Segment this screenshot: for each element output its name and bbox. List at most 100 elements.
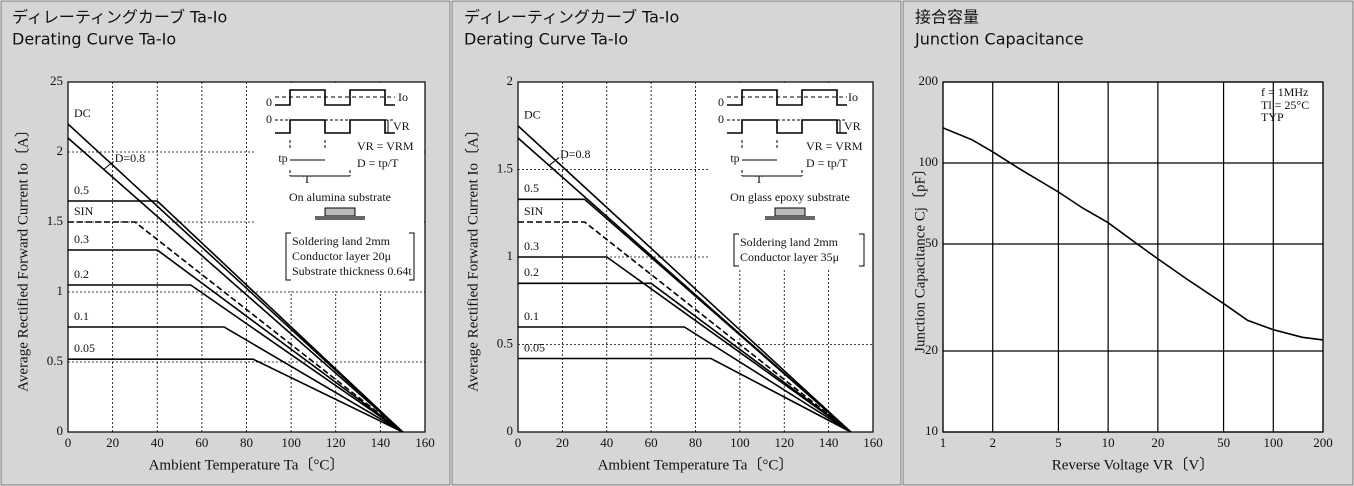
y-tick-label: 1: [57, 283, 64, 298]
annotation: On alumina substrate: [289, 190, 391, 204]
series-label: 0.2: [74, 267, 89, 281]
y-tick-label: 0: [57, 423, 64, 438]
annotation: T: [303, 172, 311, 186]
series-label: 0.05: [74, 341, 95, 355]
substrate: [765, 216, 815, 220]
y-tick-label: 2: [57, 143, 64, 158]
series-label: 0.2: [524, 265, 539, 279]
y-tick-label: 1: [507, 248, 514, 263]
x-tick-label: 140: [371, 435, 391, 450]
annotation: Substrate thickness 0.64t: [292, 264, 412, 278]
annotation: VR: [844, 119, 861, 133]
chart-title: ディレーティングカーブ Ta-Io: [12, 8, 227, 27]
y-tick-label: 100: [919, 154, 939, 169]
annotation: Conductor layer 35μ: [740, 250, 839, 264]
series-line: [68, 326, 404, 433]
series-line: [517, 125, 852, 433]
chart-subtitle: Junction Capacitance: [914, 30, 1084, 49]
y-tick-label: 20: [925, 342, 938, 357]
annotation: Io: [398, 90, 408, 104]
x-tick-label: 1: [940, 435, 947, 450]
y-tick-label: 25: [50, 73, 63, 88]
series-label: D=0.8: [115, 151, 145, 165]
annotation: Io: [848, 90, 858, 104]
y-tick-label: 50: [925, 235, 938, 250]
label-leader: [103, 160, 115, 170]
x-tick-label: 10: [1102, 435, 1115, 450]
annotation: 0: [266, 112, 272, 126]
dim-arrows: [742, 120, 841, 177]
series-label: 0.3: [524, 239, 539, 253]
series-line: [67, 137, 404, 433]
annotation: 0: [266, 95, 272, 109]
x-tick-label: 80: [689, 435, 702, 450]
x-tick-label: 100: [1264, 435, 1284, 450]
annotation: tp: [278, 151, 287, 165]
x-tick-label: 2: [989, 435, 996, 450]
annotation: D = tp/T: [806, 156, 848, 170]
substrate-pattern: [324, 207, 356, 217]
annotation: T: [755, 172, 763, 186]
series-line: [518, 282, 852, 433]
series-line: [518, 221, 852, 433]
x-tick-label: 20: [556, 435, 569, 450]
dim-arrows: [290, 120, 389, 177]
label-leader: [548, 157, 560, 166]
annotation: 0: [718, 112, 724, 126]
annotation: Conductor layer 20μ: [292, 249, 391, 263]
plot-frame: [942, 81, 1324, 433]
series-line: [942, 127, 1324, 341]
chart-subtitle: Derating Curve Ta-Io: [12, 30, 176, 49]
y-tick-label: 200: [919, 73, 939, 88]
annotation: 0: [718, 95, 724, 109]
x-axis-title: Ambient Temperature Ta〔°C〕: [149, 456, 345, 473]
annotation: Soldering land 2mm: [292, 234, 391, 248]
waveform-ref: [727, 119, 847, 176]
x-tick-label: 5: [1055, 435, 1062, 450]
series-label: 0.1: [524, 309, 539, 323]
series-line: [518, 256, 852, 433]
series-label: 0.1: [74, 309, 89, 323]
series-label: 0.05: [524, 340, 545, 354]
waveform: [275, 119, 395, 134]
x-axis-title: Ambient Temperature Ta〔°C〕: [598, 456, 794, 473]
x-tick-label: 140: [819, 435, 839, 450]
series-line: [68, 200, 404, 433]
x-tick-label: 0: [515, 435, 522, 450]
y-axis-title: Junction Capacitance Cj〔pF〕: [911, 161, 928, 353]
series-line: [68, 358, 404, 433]
annotation: tp: [730, 151, 739, 165]
x-tick-label: 200: [1313, 435, 1333, 450]
plot-area: [943, 82, 1323, 432]
series-label: 0.5: [524, 181, 539, 195]
bracket: [733, 233, 865, 267]
annotation: f = 1MHz: [1261, 85, 1308, 99]
annotation: VR: [393, 119, 410, 133]
chart-title: ディレーティングカーブ Ta-Io: [464, 8, 679, 27]
annotation: D = tp/T: [357, 156, 399, 170]
x-tick-label: 160: [863, 435, 883, 450]
series-label: SIN: [524, 204, 544, 218]
x-tick-label: 100: [730, 435, 750, 450]
y-tick-label: 0: [507, 423, 514, 438]
series-label: D=0.8: [560, 147, 590, 161]
series-line: [68, 284, 404, 433]
chart: 接合容量 Junction Capacitance 10 20 50 100 200 1 2 5 1…: [911, 8, 1332, 474]
x-tick-label: 160: [415, 435, 435, 450]
chart: ディレーティングカーブ Ta-Io Derating Curve Ta-Io 0 0.…: [464, 8, 883, 474]
y-axis-title: Average Rectified Forward Current Io〔A〕: [14, 122, 31, 392]
substrate-pattern: [774, 207, 806, 217]
x-tick-label: 50: [1217, 435, 1230, 450]
x-tick-label: 80: [240, 435, 253, 450]
series-line: [518, 198, 852, 433]
x-tick-label: 120: [775, 435, 795, 450]
y-axis-title: Average Rectified Forward Current Io〔A〕: [464, 122, 481, 392]
y-tick-label: 1.5: [47, 213, 63, 228]
x-tick-label: 60: [195, 435, 208, 450]
x-tick-label: 40: [151, 435, 164, 450]
series-line: [67, 123, 404, 433]
x-axis-title: Reverse Voltage VR〔V〕: [1052, 456, 1215, 473]
series-line: [68, 221, 404, 433]
annotation: On glass epoxy substrate: [730, 190, 850, 204]
